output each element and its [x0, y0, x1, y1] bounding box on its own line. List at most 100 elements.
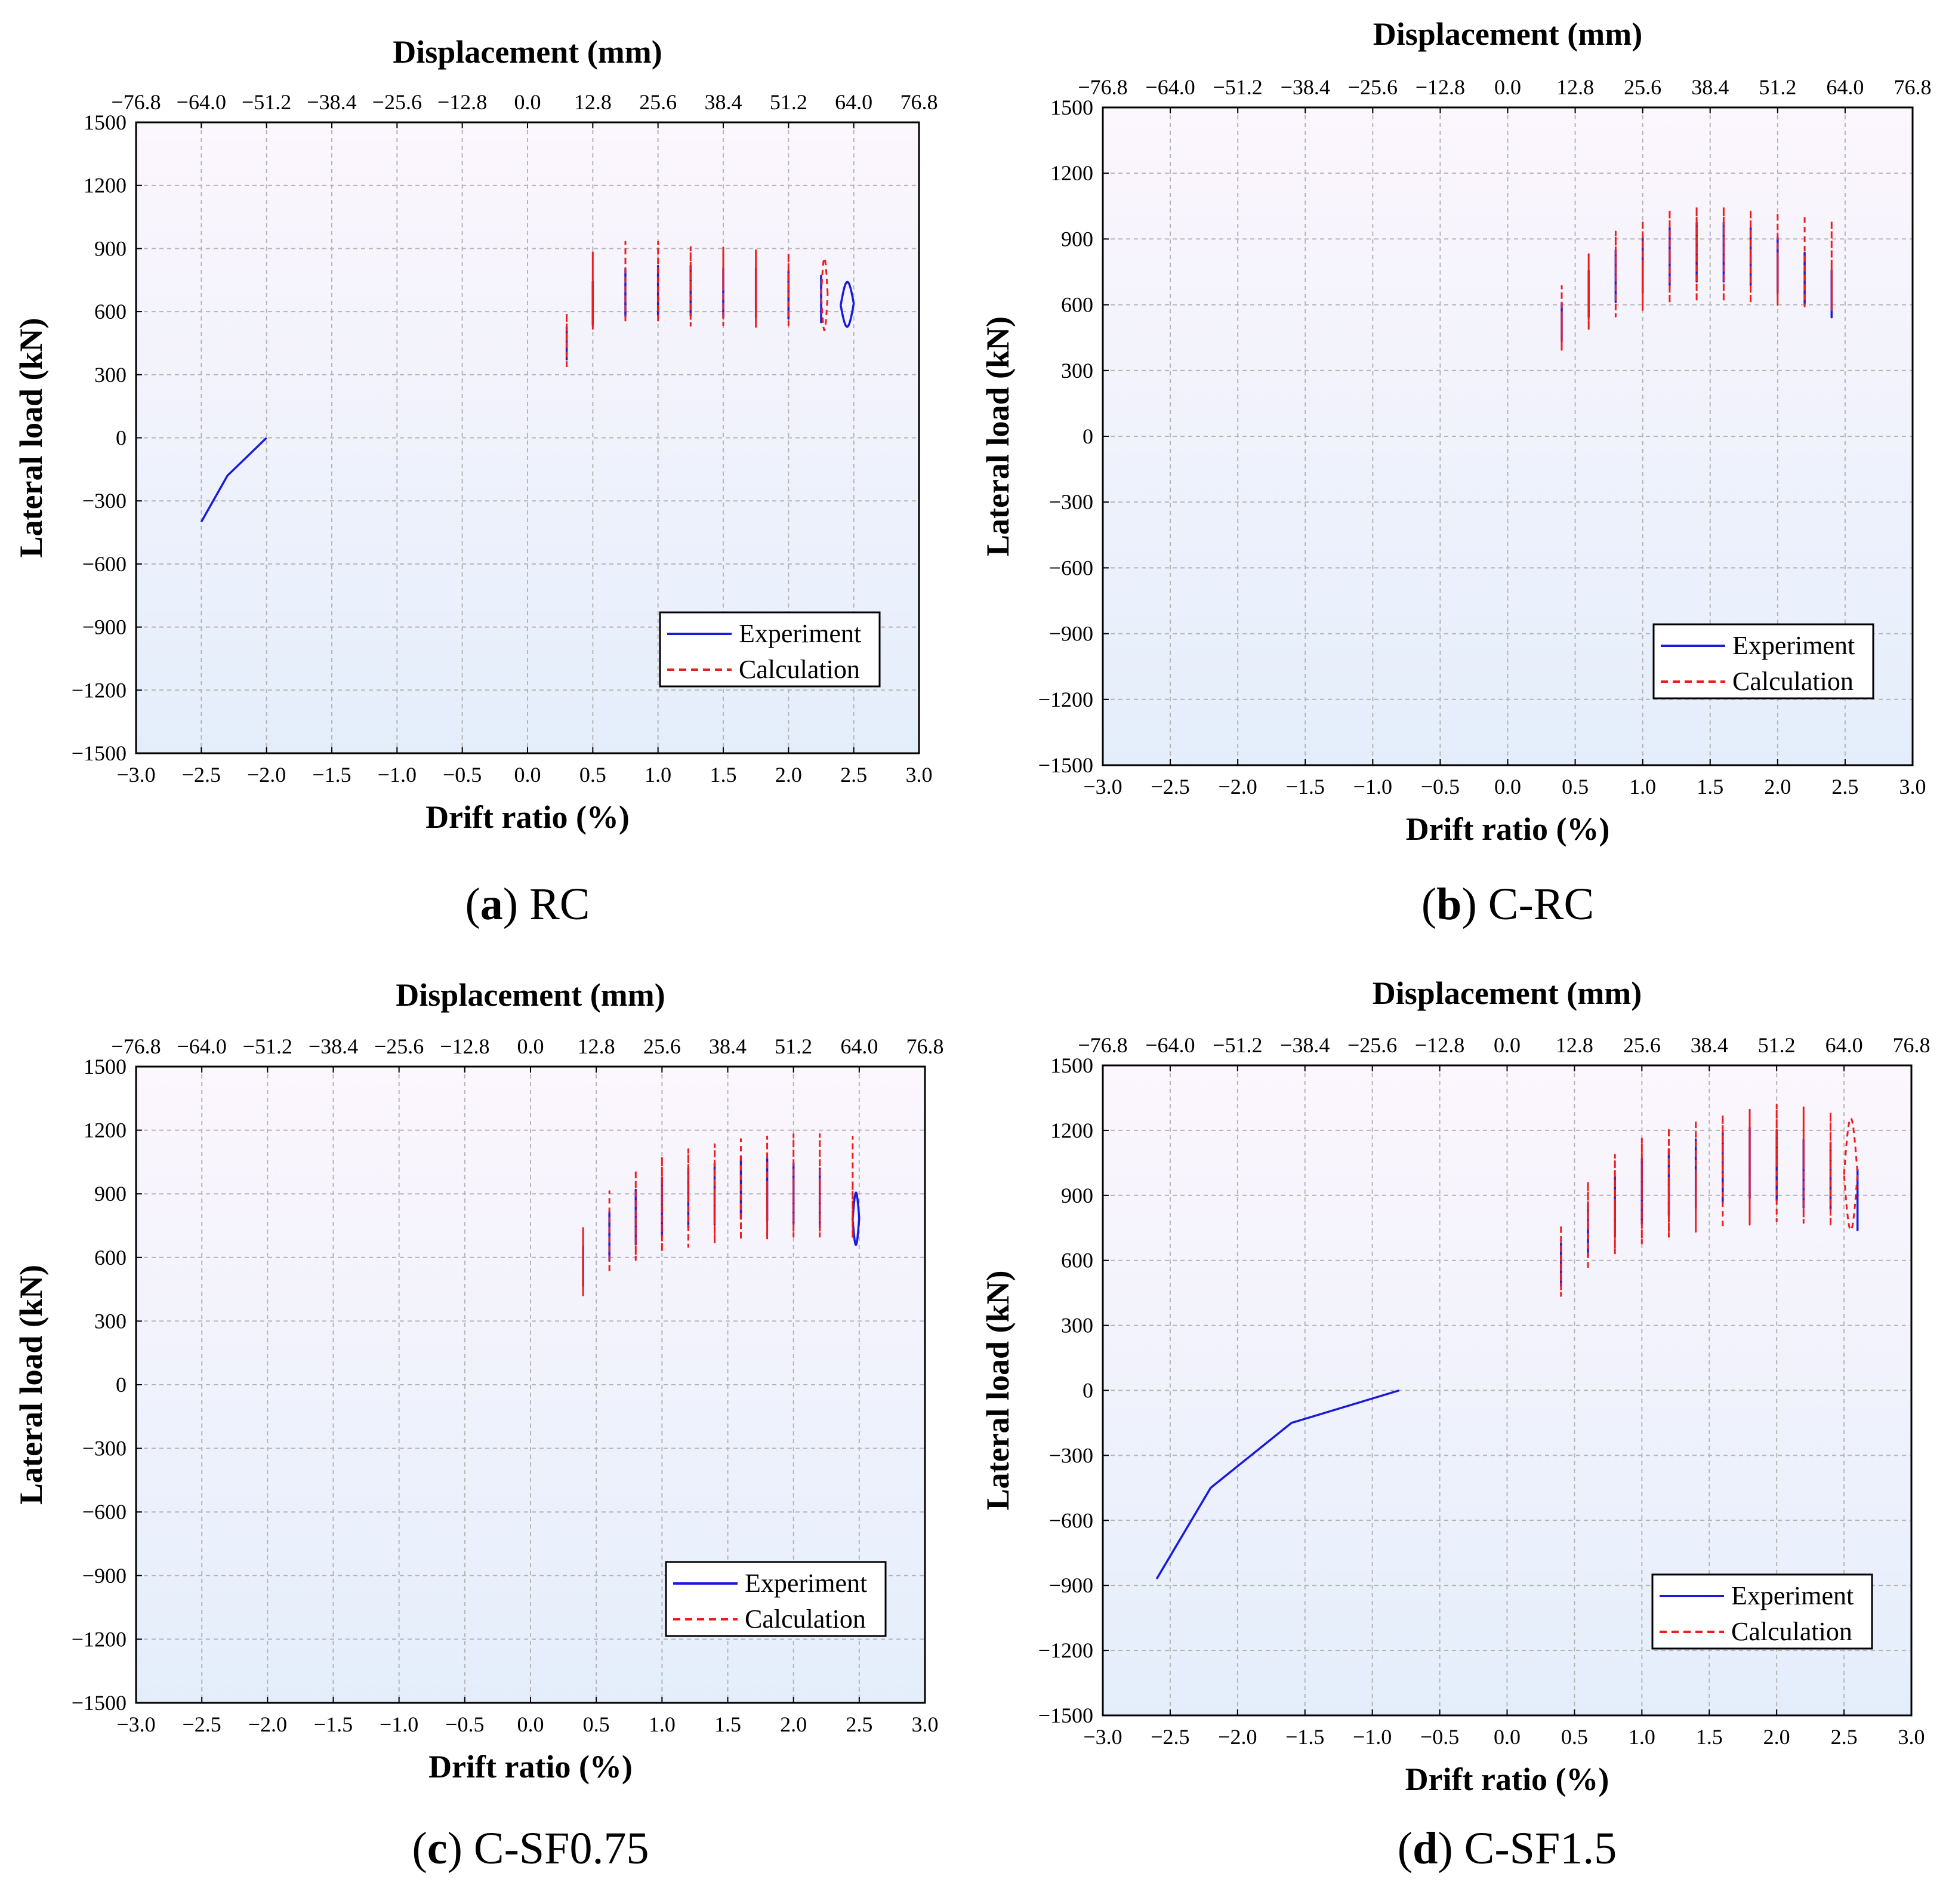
y-tick-label: 1200 — [1050, 161, 1093, 185]
top-axis-title: Displacement (mm) — [1373, 16, 1642, 52]
y-tick-label: −900 — [82, 615, 127, 639]
y-tick-label: −1500 — [72, 741, 127, 765]
top-tick-label: −38.4 — [1280, 1033, 1330, 1057]
y-tick-label: 1500 — [1050, 1053, 1093, 1077]
top-tick-label: 51.2 — [775, 1034, 812, 1058]
y-tick-label: 600 — [94, 300, 127, 324]
caption-open-paren: ( — [412, 1823, 427, 1874]
y-axis-title: Lateral load (kN) — [980, 1271, 1016, 1511]
legend-label-experiment: Experiment — [1732, 631, 1855, 660]
top-tick-label: 38.4 — [705, 90, 742, 114]
caption-close-paren: ) — [1461, 879, 1488, 929]
top-tick-label: −51.2 — [242, 90, 291, 114]
x-tick-label: −2.5 — [1151, 1725, 1189, 1749]
top-tick-label: −64.0 — [1145, 75, 1195, 99]
y-tick-label: 600 — [94, 1246, 127, 1270]
x-tick-label: −0.5 — [445, 1712, 484, 1736]
series-calculation — [1561, 206, 1833, 351]
x-tick-label: 1.5 — [714, 1712, 741, 1736]
y-tick-label: −300 — [82, 1437, 127, 1461]
legend-label-experiment: Experiment — [1731, 1581, 1854, 1610]
caption-letter: b — [1436, 879, 1461, 929]
series-calculation — [582, 1133, 854, 1296]
top-axis-title: Displacement (mm) — [393, 34, 662, 70]
x-tick-label: 3.0 — [1899, 775, 1926, 799]
top-tick-label: −64.0 — [1145, 1033, 1195, 1057]
top-tick-label: 12.8 — [1556, 75, 1594, 99]
caption-close-paren: ) — [448, 1823, 474, 1874]
panel-caption: (c) C-SF0.75 — [412, 1823, 649, 1874]
x-axis-title: Drift ratio (%) — [425, 799, 630, 835]
hysteresis-loop — [840, 281, 855, 328]
top-tick-label: −51.2 — [243, 1034, 292, 1058]
top-tick-label: 25.6 — [639, 90, 677, 114]
y-tick-label: −300 — [1049, 490, 1093, 514]
curves — [1155, 1104, 1859, 1580]
x-tick-label: 0.0 — [1494, 1725, 1521, 1749]
x-tick-label: −2.0 — [248, 1712, 287, 1736]
top-tick-label: 38.4 — [1691, 75, 1729, 99]
top-tick-label: 12.8 — [574, 90, 612, 114]
x-tick-label: 0.5 — [1562, 775, 1589, 799]
top-tick-label: −25.6 — [1348, 75, 1398, 99]
x-tick-label: 3.0 — [912, 1712, 939, 1736]
x-tick-label: −2.0 — [247, 763, 286, 787]
x-tick-label: 2.5 — [840, 763, 867, 787]
y-tick-label: −900 — [82, 1564, 127, 1588]
top-tick-label: 76.8 — [906, 1034, 944, 1058]
caption-letter: c — [427, 1823, 448, 1874]
top-tick-label: −64.0 — [177, 1034, 227, 1058]
top-tick-label: 0.0 — [1494, 1033, 1521, 1057]
curves — [582, 1133, 861, 1296]
legend: Experiment Calculation — [659, 611, 881, 688]
top-tick-label: 64.0 — [840, 1034, 878, 1058]
x-tick-label: −2.5 — [183, 1712, 221, 1736]
y-tick-label: −1200 — [72, 1627, 127, 1651]
x-tick-label: −0.5 — [1421, 775, 1460, 799]
y-tick-label: 1500 — [1050, 95, 1093, 119]
x-tick-label: 0.5 — [1561, 1725, 1588, 1749]
top-tick-label: −76.8 — [111, 1034, 161, 1058]
hysteresis-loop — [820, 257, 829, 331]
top-tick-label: 25.6 — [643, 1034, 681, 1058]
y-tick-label: −1500 — [1038, 753, 1093, 777]
x-tick-label: −2.0 — [1219, 775, 1257, 799]
x-tick-label: 0.0 — [1494, 775, 1521, 799]
chart-panel-a: −3.0 −2.5 −2.0 −1.5 −1.0 −0.5 0.0 0.5 1.0 1.5 2.0 2… — [13, 34, 938, 929]
top-tick-label: −25.6 — [1347, 1033, 1397, 1057]
y-axis-title: Lateral load (kN) — [980, 316, 1016, 556]
caption-specimen: C-SF1.5 — [1464, 1823, 1617, 1874]
top-tick-label: −76.8 — [1078, 1033, 1127, 1057]
y-tick-label: 900 — [1061, 1184, 1093, 1207]
legend-label-experiment: Experiment — [745, 1569, 867, 1598]
y-tick-label: −300 — [1049, 1443, 1093, 1467]
x-tick-label: 1.5 — [1696, 1725, 1723, 1749]
top-tick-label: 76.8 — [901, 90, 938, 114]
y-axis-title: Lateral load (kN) — [13, 318, 49, 558]
y-tick-label: −600 — [82, 552, 127, 576]
x-tick-label: −3.0 — [116, 763, 155, 787]
y-tick-label: 1500 — [84, 110, 127, 134]
top-tick-label: −64.0 — [177, 90, 226, 114]
y-tick-label: −300 — [82, 489, 127, 513]
legend-box — [665, 1561, 887, 1637]
top-tick-label: 51.2 — [1758, 1033, 1796, 1057]
hysteresis-loop — [852, 1191, 861, 1246]
top-tick-label: 76.8 — [1893, 1033, 1931, 1057]
top-tick-label: 64.0 — [835, 90, 872, 114]
top-tick-label: 12.8 — [1556, 1033, 1593, 1057]
x-tick-label: 0.0 — [517, 1712, 544, 1736]
legend-box — [1651, 1573, 1873, 1650]
legend-label-calculation: Calculation — [1732, 667, 1854, 696]
x-tick-label: 2.5 — [1831, 1725, 1858, 1749]
top-tick-label: −76.8 — [111, 90, 161, 114]
legend-box — [1652, 623, 1874, 700]
top-tick-label: −38.4 — [1281, 75, 1330, 99]
caption-open-paren: ( — [465, 879, 480, 929]
unloading-tail — [1155, 1389, 1400, 1580]
x-tick-label: −2.5 — [182, 763, 221, 787]
series-calculation — [1560, 1104, 1859, 1297]
top-tick-label: 12.8 — [578, 1034, 615, 1058]
x-tick-label: 2.5 — [1831, 775, 1858, 799]
curves — [1561, 206, 1833, 351]
